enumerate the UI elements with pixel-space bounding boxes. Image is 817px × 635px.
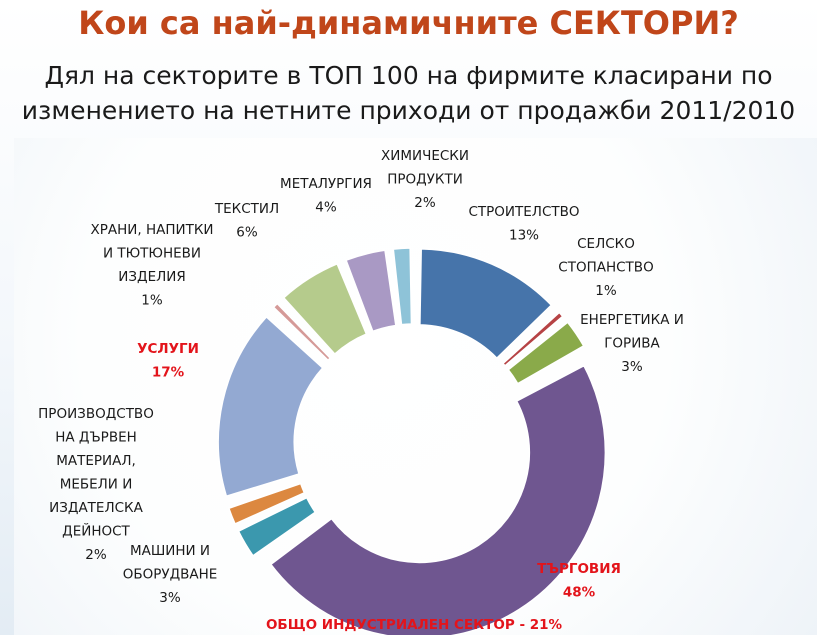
slice-label-line: ЕНЕРГЕТИКА И (580, 312, 684, 328)
subtitle-line-1: Дял на секторите в ТОП 100 на фирмите кл… (44, 61, 773, 90)
slice-label-line: 4% (315, 200, 337, 216)
slice-label-line: ИЗДЕЛИЯ (118, 269, 185, 285)
slice-label-line: ОБОРУДВАНЕ (123, 567, 218, 583)
slice-label-line: 13% (509, 228, 539, 244)
labels-group: СТРОИТЕЛСТВО 13% СЕЛСКО СТОПАНСТВО 1% ЕНЕРГЕТ… (38, 148, 684, 606)
slice-label-line: 2% (414, 195, 436, 211)
slice-label-line: ХРАНИ, НАПИТКИ (90, 222, 213, 238)
slice-label-line: ТЕКСТИЛ (214, 201, 279, 217)
slice-5 (237, 496, 317, 557)
slice-label-10: МЕТАЛУРГИЯ 4% (280, 176, 372, 216)
subtitle-line-2: изменението на нетните приходи от продаж… (21, 96, 796, 125)
slice-label-line: МЕБЕЛИ И (60, 477, 133, 493)
slice-label-line: СТРОИТЕЛСТВО (468, 204, 579, 220)
slice-label-line: МАТЕРИАЛ, (56, 453, 136, 469)
slice-6 (227, 482, 306, 525)
slice-label-6: ПРОИЗВОДСТВО НА ДЪРВЕН МАТЕРИАЛ, МЕБЕЛИ И ИЗ… (38, 406, 154, 563)
chart-panel: СТРОИТЕЛСТВО 13% СЕЛСКО СТОПАНСТВО 1% ЕНЕРГЕТ… (14, 138, 817, 635)
slice-label-line: 1% (595, 283, 617, 299)
slice-label-5: МАШИНИ И ОБОРУДВАНЕ 3% (123, 543, 218, 606)
slice-label-line: 3% (159, 590, 181, 606)
slice-label-3: ЕНЕРГЕТИКА И ГОРИВА 3% (580, 312, 684, 375)
slice-label-line: ХИМИЧЕСКИ (381, 148, 469, 164)
annotation-industrial: ОБЩО ИНДУСТРИАЛЕН СЕКТОР - 21% (266, 617, 563, 633)
slice-label-line: 1% (141, 293, 163, 309)
slice-label-line: УСЛУГИ (137, 341, 199, 357)
slice-label-line: И ТЮТЮНЕВИ (103, 246, 201, 262)
slice-label-line: ТЪРГОВИЯ (537, 561, 621, 577)
slice-label-line: 6% (236, 225, 258, 241)
slice-11 (392, 247, 413, 326)
slice-label-line: ПРОИЗВОДСТВО (38, 406, 154, 422)
chart-subtitle: Дял на секторите в ТОП 100 на фирмите кл… (0, 58, 817, 128)
slice-label-9: ТЕКСТИЛ 6% (214, 201, 279, 241)
slice-8 (272, 302, 332, 362)
donut-chart: СТРОИТЕЛСТВО 13% СЕЛСКО СТОПАНСТВО 1% ЕНЕРГЕТ… (38, 148, 684, 635)
slice-label-line: СЕЛСКО (577, 236, 635, 252)
slice-label-line: 3% (621, 359, 643, 375)
slice-label-line: 2% (85, 547, 107, 563)
slice-label-line: ДЕЙНОСТ (62, 522, 130, 540)
slice-label-line: 17% (152, 365, 185, 381)
slice-label-line: ИЗДАТЕЛСКА (49, 500, 143, 516)
slice-label-line: МЕТАЛУРГИЯ (280, 176, 372, 192)
slice-label-2: СЕЛСКО СТОПАНСТВО 1% (558, 236, 653, 299)
slice-9 (282, 262, 368, 356)
slice-label-11: ХИМИЧЕСКИ ПРОДУКТИ 2% (381, 148, 469, 211)
slice-10 (345, 249, 397, 333)
slice-label-line: 48% (563, 585, 596, 601)
slices-group (217, 247, 607, 635)
slice-label-line: ПРОДУКТИ (387, 172, 463, 188)
slice-2 (501, 311, 564, 367)
slice-label-1: СТРОИТЕЛСТВО 13% (468, 204, 579, 244)
slice-label-line: СТОПАНСТВО (558, 260, 653, 276)
slice-label-line: НА ДЪРВЕН (55, 430, 137, 446)
slice-label-4: ТЪРГОВИЯ 48% (537, 561, 621, 601)
slice-label-8: ХРАНИ, НАПИТКИ И ТЮТЮНЕВИ ИЗДЕЛИЯ 1% (90, 222, 213, 309)
slice-4 (269, 364, 607, 635)
slice-7 (217, 315, 324, 498)
chart-title: Кои са най-динамичните СЕКТОРИ? (78, 4, 739, 42)
slice-1 (419, 248, 553, 360)
slice-label-line: МАШИНИ И (130, 543, 210, 559)
slice-label-7: УСЛУГИ 17% (137, 341, 199, 381)
slice-3 (507, 321, 585, 385)
slice-label-line: ГОРИВА (604, 336, 660, 352)
